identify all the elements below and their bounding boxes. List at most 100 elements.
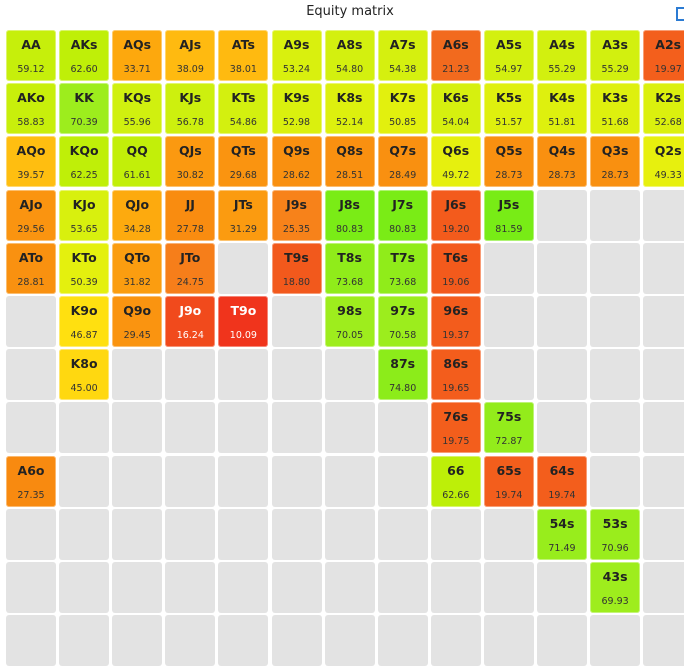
matrix-cell-empty [377, 402, 428, 454]
matrix-cell-75s[interactable]: 75s 72.87 [483, 402, 534, 454]
matrix-cell-t9s[interactable]: T9s 18.80 [271, 242, 322, 294]
matrix-cell-aks[interactable]: AKs 62.60 [59, 30, 110, 81]
matrix-cell-k3s[interactable]: K3s 51.68 [590, 83, 641, 135]
matrix-cell-54s[interactable]: 54s 71.49 [537, 508, 587, 560]
matrix-cell-64s[interactable]: 64s 19.74 [537, 455, 587, 507]
matrix-cell-t8s[interactable]: T8s 73.68 [324, 242, 375, 294]
hand-label: Q4s [548, 143, 576, 159]
matrix-cell-j6s[interactable]: J6s 19.20 [430, 189, 481, 241]
matrix-cell-jj[interactable]: JJ 27.78 [165, 189, 216, 241]
matrix-cell-87s[interactable]: 87s 74.80 [377, 349, 428, 401]
equity-value: 80.83 [389, 223, 417, 235]
matrix-cell-ats[interactable]: ATs 38.01 [218, 30, 269, 81]
equity-value: 21.23 [442, 64, 470, 75]
matrix-cell-a9s[interactable]: A9s 53.24 [271, 30, 322, 81]
matrix-cell-k2s[interactable]: K2s 52.68 [643, 83, 684, 135]
equity-value: 49.33 [654, 170, 682, 182]
equity-value: 31.82 [123, 276, 151, 288]
hand-label: JTs [233, 196, 253, 212]
matrix-cell-j7s[interactable]: J7s 80.83 [377, 189, 428, 241]
matrix-cell-kts[interactable]: KTs 54.86 [218, 83, 269, 135]
matrix-cell-kqo[interactable]: KQo 62.25 [59, 136, 110, 188]
matrix-cell-q4s[interactable]: Q4s 28.73 [537, 136, 587, 188]
matrix-cell-q9s[interactable]: Q9s 28.62 [271, 136, 322, 188]
matrix-cell-qjs[interactable]: QJs 30.82 [165, 136, 216, 188]
matrix-cell-j9s[interactable]: J9s 25.35 [271, 189, 322, 241]
matrix-cell-k9o[interactable]: K9o 46.87 [59, 296, 110, 347]
hand-label: A9s [283, 37, 310, 52]
matrix-cell-a7s[interactable]: A7s 54.38 [377, 30, 428, 81]
matrix-cell-kk[interactable]: KK 70.39 [59, 83, 110, 135]
bracket-icon[interactable] [676, 7, 684, 21]
matrix-cell-q2s[interactable]: Q2s 49.33 [643, 136, 684, 188]
matrix-cell-empty [483, 349, 534, 401]
equity-value: 27.35 [17, 489, 45, 501]
hand-label: J9s [286, 196, 307, 212]
matrix-cell-aa[interactable]: AA 59.12 [6, 30, 56, 81]
matrix-cell-a4s[interactable]: A4s 55.29 [537, 30, 587, 81]
hand-label: QJs [178, 143, 202, 159]
matrix-cell-96s[interactable]: 96s 19.37 [430, 296, 481, 347]
hand-label: 53s [602, 515, 628, 531]
matrix-cell-q9o[interactable]: Q9o 29.45 [112, 296, 163, 347]
matrix-cell-k8o[interactable]: K8o 45.00 [59, 349, 110, 401]
matrix-cell-a8s[interactable]: A8s 54.80 [324, 30, 375, 81]
matrix-cell-ajs[interactable]: AJs 38.09 [165, 30, 216, 81]
matrix-cell-aqo[interactable]: AQo 39.57 [6, 136, 56, 188]
matrix-cell-a6o[interactable]: A6o 27.35 [6, 455, 56, 507]
matrix-cell-a6s[interactable]: A6s 21.23 [430, 30, 481, 81]
matrix-cell-q7s[interactable]: Q7s 28.49 [377, 136, 428, 188]
matrix-cell-q8s[interactable]: Q8s 28.51 [324, 136, 375, 188]
matrix-cell-t9o[interactable]: T9o 10.09 [218, 296, 269, 347]
matrix-cell-kjs[interactable]: KJs 56.78 [165, 83, 216, 135]
matrix-cell-qto[interactable]: QTo 31.82 [112, 242, 163, 294]
matrix-cell-53s[interactable]: 53s 70.96 [590, 508, 641, 560]
matrix-cell-k7s[interactable]: K7s 50.85 [377, 83, 428, 135]
matrix-cell-q3s[interactable]: Q3s 28.73 [590, 136, 641, 188]
matrix-cell-j5s[interactable]: J5s 81.59 [483, 189, 534, 241]
matrix-cell-empty [643, 349, 684, 401]
equity-value: 16.24 [176, 330, 204, 341]
matrix-cell-t7s[interactable]: T7s 73.68 [377, 242, 428, 294]
equity-value: 33.71 [123, 64, 151, 75]
matrix-cell-86s[interactable]: 86s 19.65 [430, 349, 481, 401]
equity-value: 31.29 [229, 223, 257, 235]
matrix-cell-jto[interactable]: JTo 24.75 [165, 242, 216, 294]
matrix-cell-66[interactable]: 66 62.66 [430, 455, 481, 507]
matrix-cell-98s[interactable]: 98s 70.05 [324, 296, 375, 347]
matrix-cell-k5s[interactable]: K5s 51.57 [483, 83, 534, 135]
matrix-cell-kqs[interactable]: KQs 55.96 [112, 83, 163, 135]
matrix-cell-ato[interactable]: ATo 28.81 [6, 242, 56, 294]
matrix-cell-qq[interactable]: QQ 61.61 [112, 136, 163, 188]
matrix-cell-a2s[interactable]: A2s 19.97 [643, 30, 684, 81]
matrix-cell-q5s[interactable]: Q5s 28.73 [483, 136, 534, 188]
matrix-cell-jts[interactable]: JTs 31.29 [218, 189, 269, 241]
matrix-cell-65s[interactable]: 65s 19.74 [483, 455, 534, 507]
matrix-cell-j9o[interactable]: J9o 16.24 [165, 296, 216, 347]
matrix-cell-qts[interactable]: QTs 29.68 [218, 136, 269, 188]
matrix-cell-empty [112, 615, 163, 666]
matrix-cell-q6s[interactable]: Q6s 49.72 [430, 136, 481, 188]
matrix-cell-76s[interactable]: 76s 19.75 [430, 402, 481, 454]
matrix-cell-j8s[interactable]: J8s 80.83 [324, 189, 375, 241]
hand-label: A6s [442, 37, 469, 52]
matrix-cell-k8s[interactable]: K8s 52.14 [324, 83, 375, 135]
matrix-cell-t6s[interactable]: T6s 19.06 [430, 242, 481, 294]
matrix-cell-a3s[interactable]: A3s 55.29 [590, 30, 641, 81]
matrix-cell-kto[interactable]: KTo 50.39 [59, 242, 110, 294]
matrix-cell-empty [112, 402, 163, 454]
matrix-cell-a5s[interactable]: A5s 54.97 [483, 30, 534, 81]
matrix-cell-empty [165, 349, 216, 401]
matrix-cell-97s[interactable]: 97s 70.58 [377, 296, 428, 347]
matrix-cell-kjo[interactable]: KJo 53.65 [59, 189, 110, 241]
matrix-cell-43s[interactable]: 43s 69.93 [590, 562, 641, 613]
matrix-cell-qjo[interactable]: QJo 34.28 [112, 189, 163, 241]
equity-value: 54.86 [229, 117, 257, 129]
matrix-cell-ako[interactable]: AKo 58.83 [6, 83, 56, 135]
matrix-cell-k4s[interactable]: K4s 51.81 [537, 83, 587, 135]
matrix-cell-ajo[interactable]: AJo 29.56 [6, 189, 56, 241]
hand-label: QTo [124, 249, 151, 265]
matrix-cell-k9s[interactable]: K9s 52.98 [271, 83, 322, 135]
matrix-cell-aqs[interactable]: AQs 33.71 [112, 30, 163, 81]
matrix-cell-k6s[interactable]: K6s 54.04 [430, 83, 481, 135]
